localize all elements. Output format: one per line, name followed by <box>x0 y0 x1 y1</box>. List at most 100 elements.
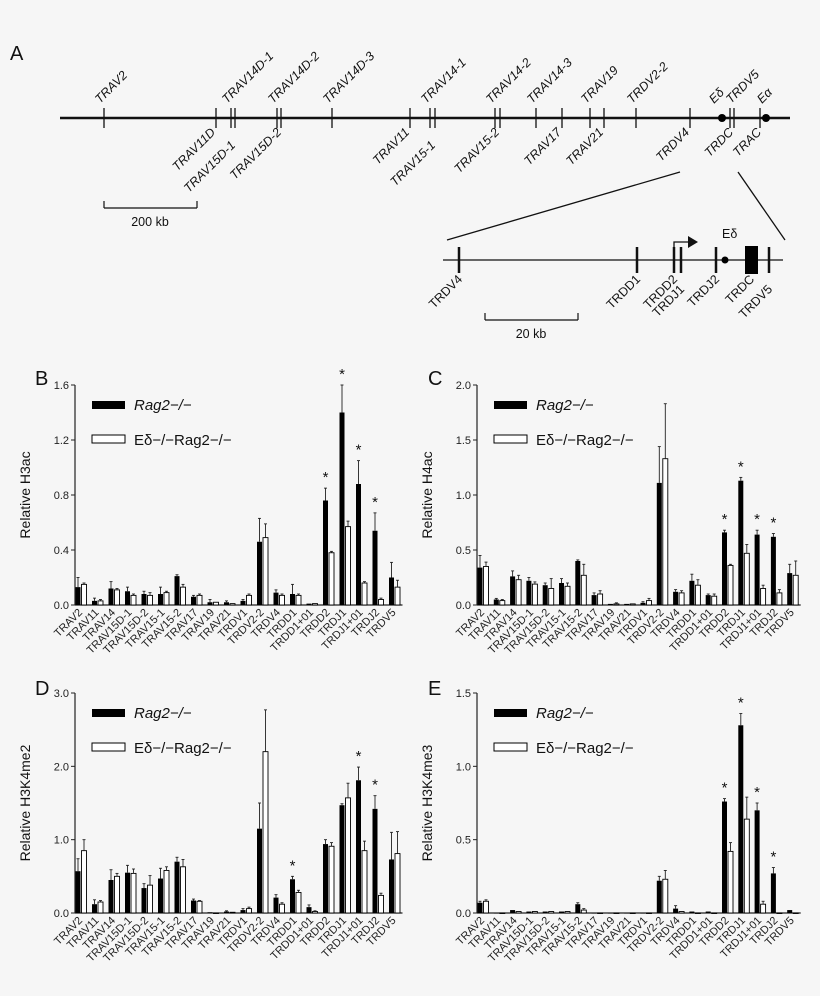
bar-rag2-trav19 <box>207 912 213 913</box>
significance-asterisk: * <box>722 511 728 528</box>
bar-rag2-trav15-2 <box>575 904 581 913</box>
significance-asterisk: * <box>754 784 760 801</box>
legend-swatch-rag2 <box>92 401 125 409</box>
bar-rag2-trav14 <box>510 576 516 605</box>
detail-gene-label: TRDD1 <box>604 272 643 311</box>
bar-edelta-rag2-trdd2 <box>727 850 734 914</box>
bar-rag2-trdv4 <box>273 897 279 913</box>
bar-edelta-rag2-trdv5 <box>394 853 401 914</box>
bar-edelta-rag2-trav15-1 <box>163 592 170 606</box>
bar-edelta-rag2-trdj1 <box>345 797 351 914</box>
bar-rag2-trdj2 <box>372 808 378 913</box>
scale-bar-main-label: 200 kb <box>131 215 169 229</box>
bar-edelta-rag2-trav19 <box>613 603 620 606</box>
panel-letter: B <box>35 368 48 390</box>
bar-rag2-trav15d-2 <box>141 594 147 605</box>
panel-letter: D <box>35 678 49 700</box>
significance-asterisk: * <box>738 458 744 475</box>
bar-rag2-trav15d-1 <box>526 911 532 913</box>
bar-edelta-rag2-trav15d-1 <box>531 583 538 606</box>
bar-edelta-rag2-trav15d-1 <box>130 872 137 914</box>
bar-rag2-trdv5 <box>787 573 793 605</box>
bar-edelta-rag2-trav11 <box>97 600 104 606</box>
bar-edelta-rag2-trav15d-1 <box>130 594 137 606</box>
bar-rag2-trav19 <box>207 602 213 605</box>
bar-rag2-trav15d-2 <box>542 585 548 605</box>
bar-edelta-rag2-trdd1-01 <box>711 912 718 914</box>
bar-edelta-rag2-trdj1-01 <box>361 582 368 606</box>
bar-rag2-trdd2 <box>722 532 727 605</box>
bar-edelta-rag2-trdv4 <box>678 911 685 914</box>
bar-edelta-rag2-trdd1 <box>295 892 302 914</box>
y-axis-label: Relative H3ac <box>17 451 33 538</box>
bar-rag2-trdv4 <box>273 592 279 605</box>
legend-label-edelta-rag2: Eδ−/−Rag2−/− <box>134 432 232 449</box>
significance-asterisk: * <box>738 695 744 712</box>
bar-edelta-rag2-trdj1-01 <box>361 850 368 914</box>
bar-rag2-trdd2 <box>323 844 328 913</box>
panel-letter: E <box>428 678 441 700</box>
gene-label-bottom: TRAV17 <box>521 124 565 168</box>
bar-rag2-trdj1 <box>339 412 345 605</box>
bar-edelta-rag2-trdd1 <box>694 912 701 914</box>
significance-asterisk: * <box>754 511 760 528</box>
bar-edelta-rag2-trdj1 <box>743 818 750 914</box>
bar-rag2-trav21 <box>624 913 630 914</box>
gene-label-bottom: TRDC <box>702 125 737 160</box>
significance-asterisk: * <box>290 857 296 874</box>
bar-edelta-rag2-trdj1-01 <box>760 903 767 914</box>
significance-asterisk: * <box>372 494 378 511</box>
bar-rag2-trdv5 <box>389 577 394 605</box>
bar-rag2-trav19 <box>607 913 613 914</box>
bar-edelta-rag2-trav15d-2 <box>548 911 555 914</box>
y-tick-label: 1.5 <box>456 435 471 447</box>
bar-rag2-trdv2-2 <box>656 880 662 913</box>
bar-edelta-rag2-trav17 <box>597 912 604 914</box>
bar-edelta-rag2-trav2 <box>81 583 87 606</box>
bar-rag2-trav17 <box>191 596 196 605</box>
promoter-arrowhead-icon <box>688 236 698 248</box>
gene-label-top: TRAV14D-3 <box>320 49 377 106</box>
bar-edelta-rag2-trdv1 <box>246 908 252 914</box>
bar-edelta-rag2-trdv5 <box>792 912 799 914</box>
y-tick-label: 3.0 <box>54 688 69 700</box>
bar-edelta-rag2-trdj2 <box>378 894 384 914</box>
y-tick-label: 0.0 <box>54 908 69 920</box>
bar-rag2-trdv1 <box>240 600 246 605</box>
y-axis-label: Relative H3K4me3 <box>419 744 435 861</box>
bar-rag2-trav11 <box>493 599 499 605</box>
bar-rag2-trav2 <box>477 902 483 913</box>
bar-edelta-rag2-trav15-2 <box>580 909 587 914</box>
y-tick-label: 0.5 <box>456 545 471 557</box>
bar-rag2-trdj1-01 <box>356 484 361 605</box>
y-tick-label: 0.4 <box>54 545 69 557</box>
bar-edelta-rag2-trdj2 <box>378 599 384 606</box>
bar-edelta-rag2-trav14 <box>114 875 120 914</box>
y-tick-label: 2.0 <box>54 761 69 773</box>
y-tick-label: 1.0 <box>456 761 471 773</box>
detail-gene-label: TRDJ2 <box>685 272 722 309</box>
bar-rag2-trdd1-01 <box>306 603 312 605</box>
bar-edelta-rag2-trdv1 <box>646 912 652 914</box>
trdc-exon-box <box>745 246 758 274</box>
detail-gene-label: TRDV4 <box>426 272 465 311</box>
detail-enhancer-label: Eδ <box>722 227 737 241</box>
gene-label-bottom: TRAC <box>730 125 765 160</box>
bar-rag2-trav15-1 <box>559 911 564 913</box>
legend-label-edelta-rag2: Eδ−/−Rag2−/− <box>134 740 232 757</box>
y-tick-label: 1.5 <box>456 688 471 700</box>
bar-edelta-rag2-trdd1 <box>694 584 701 606</box>
bar-edelta-rag2-trdd2 <box>727 564 734 606</box>
bar-edelta-rag2-trdj1 <box>345 526 351 606</box>
bar-edelta-rag2-trdj1-01 <box>760 588 767 606</box>
gene-label-bottom: TRAV15-2 <box>451 125 502 176</box>
legend-label-edelta-rag2: Eδ−/−Rag2−/− <box>536 432 634 449</box>
bar-rag2-trdv5 <box>787 910 793 913</box>
bar-rag2-trdv2-2 <box>257 541 262 605</box>
bar-rag2-trdj2 <box>770 536 776 605</box>
bar-rag2-trdj1-01 <box>754 534 760 605</box>
bar-rag2-trdd1 <box>689 911 695 913</box>
bar-rag2-trav14 <box>510 910 516 913</box>
bar-edelta-rag2-trdd1 <box>295 594 302 606</box>
